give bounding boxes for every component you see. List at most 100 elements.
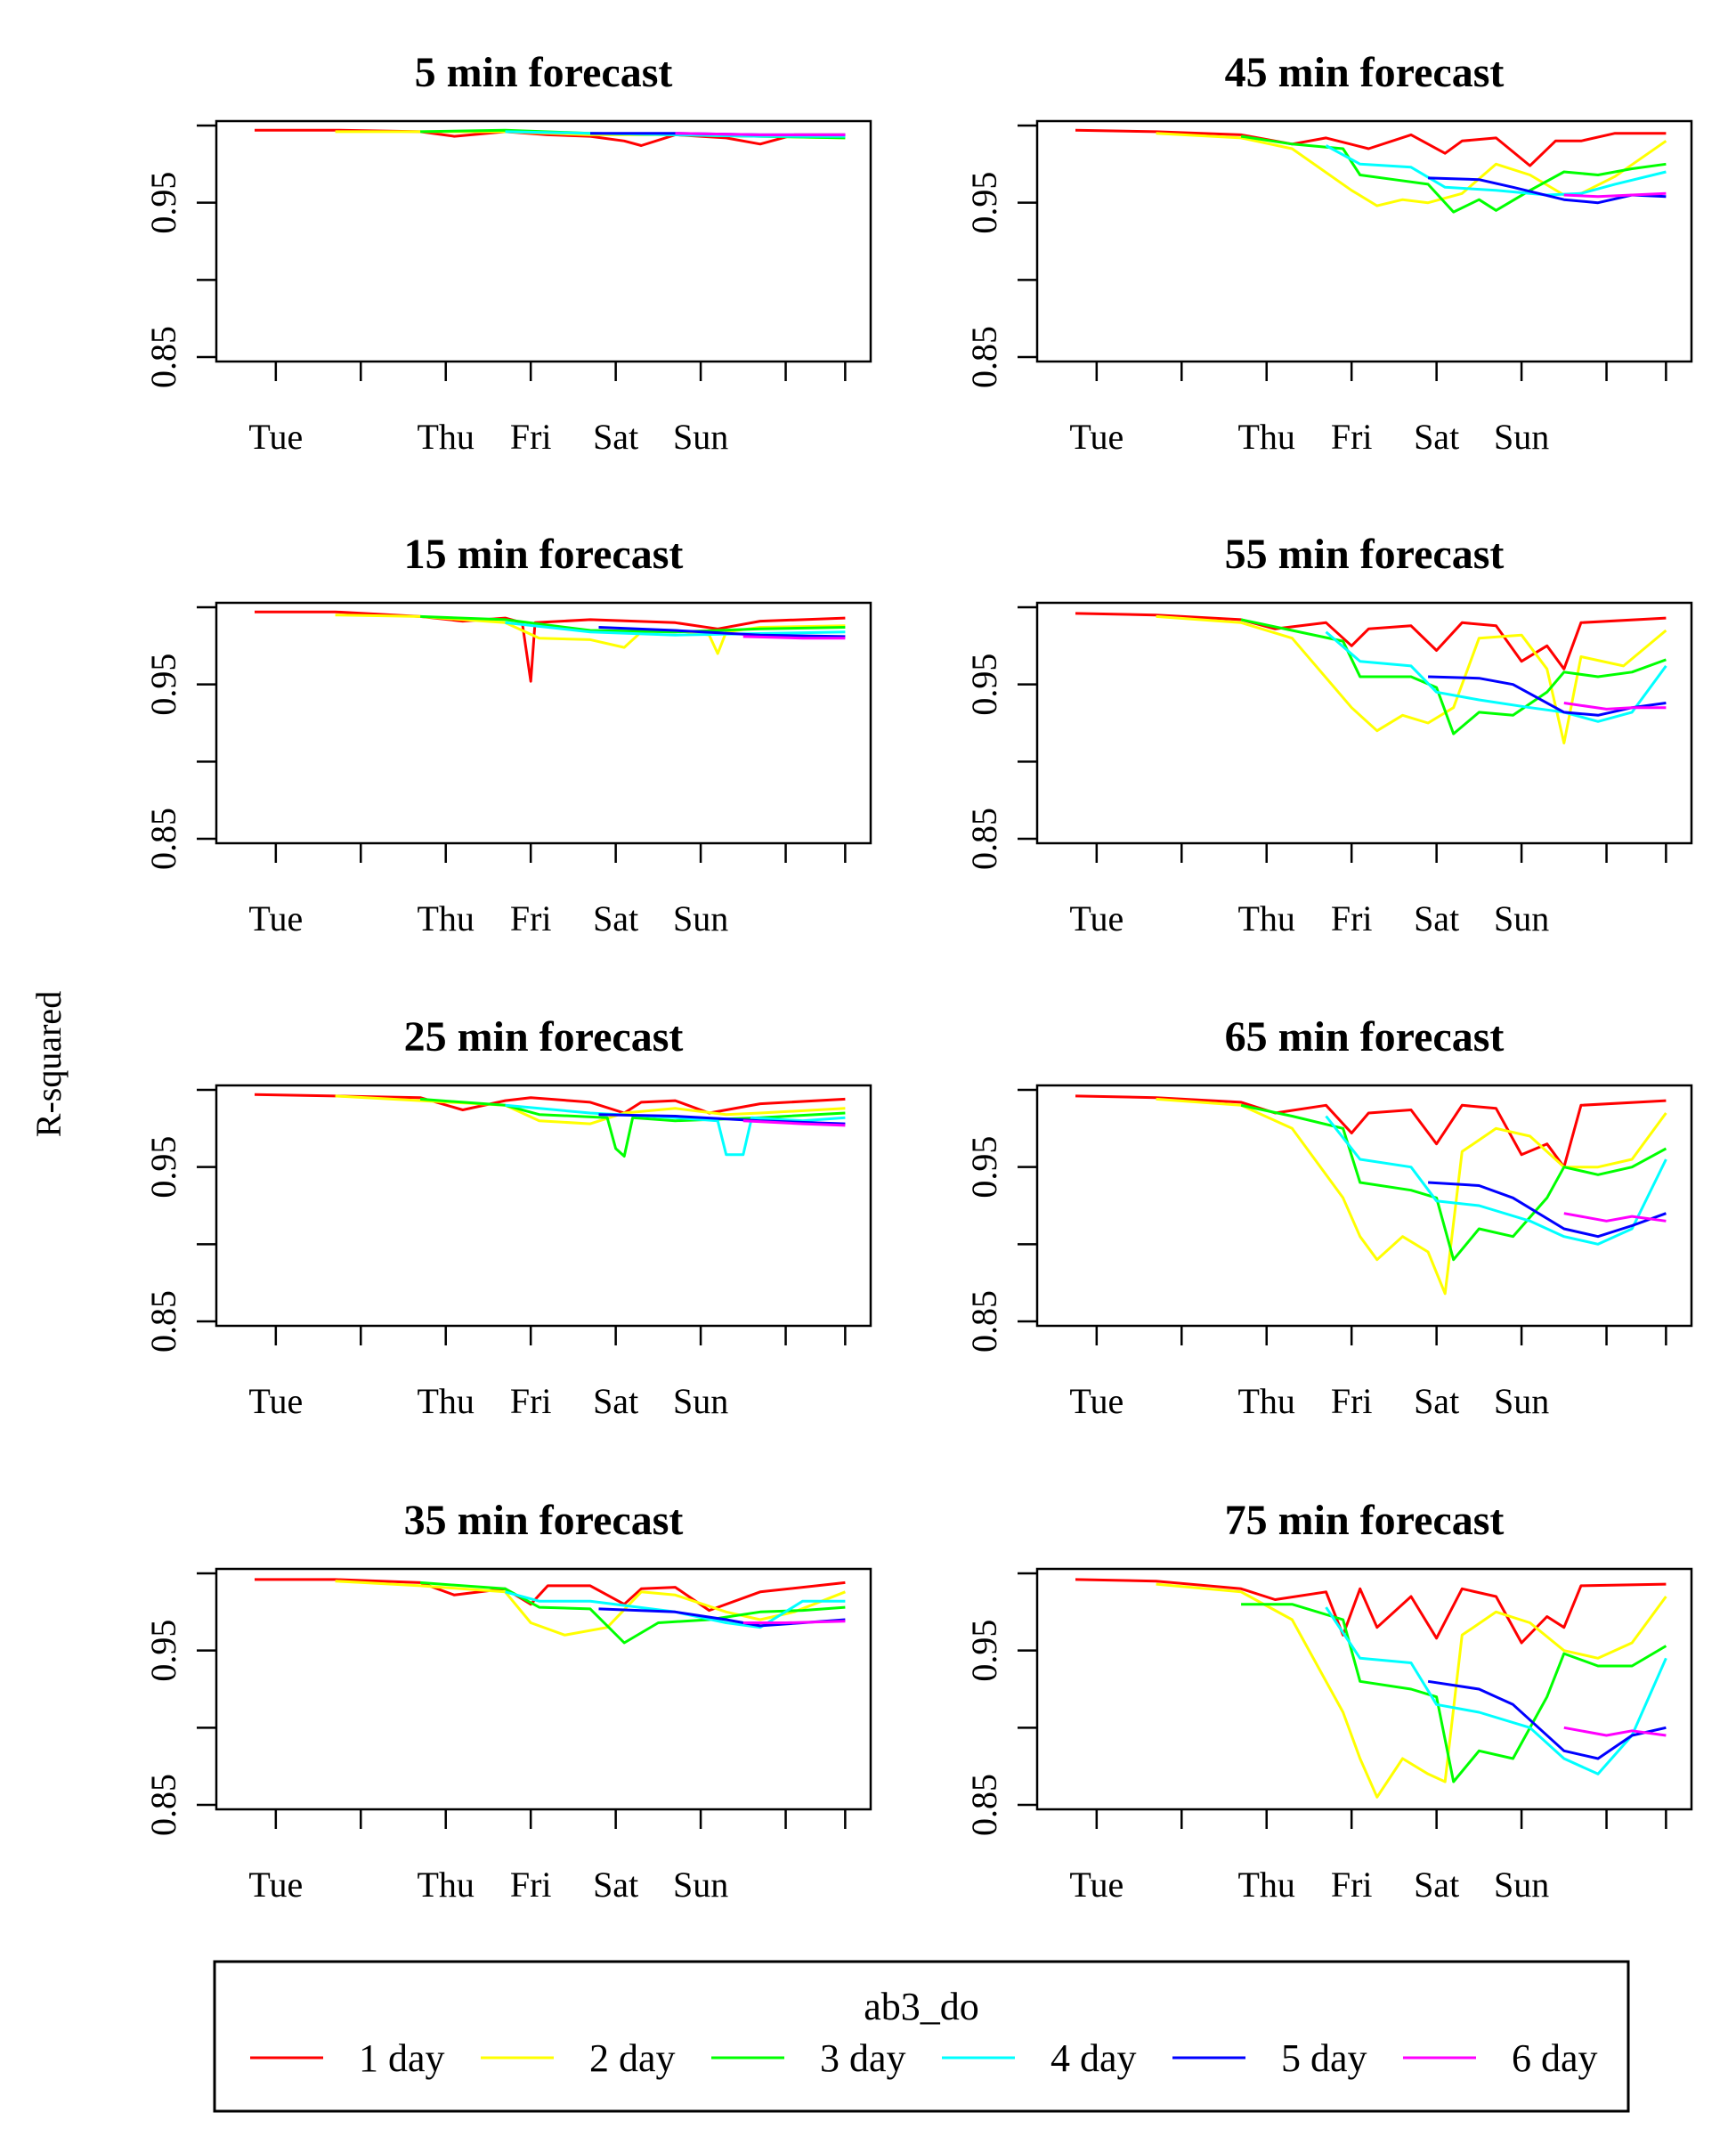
series-line-1-day bbox=[1075, 1094, 1667, 1169]
y-tick-label: 0.85 bbox=[964, 326, 1004, 388]
panel-title: 45 min forecast bbox=[1225, 49, 1505, 96]
panel-15-min-forecast: 15 min forecast 0.85 0.95 Tue Thu Fri Sat Sun bbox=[143, 531, 872, 938]
series-line-3-day bbox=[1240, 1103, 1667, 1262]
panel-title: 75 min forecast bbox=[1225, 1497, 1505, 1544]
series-line-5-day bbox=[1428, 1181, 1667, 1239]
legend-title: ab3_do bbox=[864, 1985, 979, 2028]
legend-box bbox=[213, 1960, 1630, 2113]
series-line-3-day bbox=[419, 1580, 846, 1645]
legend-entry-6-day: 6 day bbox=[1403, 2036, 1598, 2080]
x-tick-label: Tue bbox=[248, 898, 303, 938]
series-line-6-day bbox=[675, 132, 846, 136]
series-line-6-day bbox=[1563, 702, 1667, 711]
x-tick-label: Tue bbox=[1069, 1865, 1124, 1905]
x-tick-label: Fri bbox=[510, 1381, 552, 1421]
panel-title: 55 min forecast bbox=[1225, 531, 1505, 578]
series-line-4-day bbox=[1325, 144, 1667, 197]
series-line-5-day bbox=[598, 626, 846, 638]
x-tick-label: Tue bbox=[248, 417, 303, 457]
panel-title: 35 min forecast bbox=[404, 1497, 684, 1544]
series-line-6-day bbox=[1563, 1726, 1667, 1737]
y-tick-label: 0.95 bbox=[964, 172, 1004, 234]
x-tick-label: Sun bbox=[1494, 417, 1549, 457]
series-line-6-day bbox=[1563, 191, 1667, 199]
y-tick-label: 0.95 bbox=[143, 654, 183, 716]
plot-frame bbox=[1035, 1084, 1693, 1328]
x-tick-label: Tue bbox=[1069, 898, 1124, 938]
legend-entry-1-day: 1 day bbox=[250, 2036, 445, 2080]
panel-45-min-forecast: 45 min forecast 0.85 0.95 Tue Thu Fri Sat Sun bbox=[964, 49, 1693, 457]
y-tick-label: 0.85 bbox=[964, 808, 1004, 870]
series-lines bbox=[1075, 128, 1667, 214]
legend: ab3_do 1 day 2 day 3 day 4 day 5 day 6 day bbox=[213, 1960, 1630, 2113]
y-tick-label: 0.95 bbox=[143, 1620, 183, 1682]
series-lines bbox=[254, 1093, 846, 1158]
series-line-6-day bbox=[742, 1119, 846, 1127]
panel-title: 5 min forecast bbox=[415, 49, 673, 96]
panel-35-min-forecast: 35 min forecast 0.85 0.95 Tue Thu Fri Sat Sun bbox=[143, 1497, 872, 1905]
x-tick-label: Thu bbox=[418, 1381, 475, 1421]
series-line-5-day bbox=[598, 1113, 846, 1125]
series-lines bbox=[1075, 1094, 1667, 1296]
x-tick-label: Sun bbox=[673, 898, 728, 938]
series-line-1-day bbox=[255, 610, 846, 683]
legend-label: 6 day bbox=[1512, 2036, 1598, 2080]
plot-frame bbox=[1035, 1567, 1693, 1811]
series-line-3-day bbox=[1241, 1603, 1667, 1784]
series-line-1-day bbox=[1075, 1578, 1667, 1645]
y-tick-label: 0.95 bbox=[964, 654, 1004, 716]
plot-frame bbox=[215, 601, 872, 845]
x-tick-label: Tue bbox=[1069, 1381, 1124, 1421]
y-tick-label: 0.85 bbox=[143, 1774, 183, 1836]
series-line-4-day bbox=[505, 621, 846, 637]
legend-entry-2-day: 2 day bbox=[481, 2036, 676, 2080]
series-line-3-day bbox=[1240, 134, 1667, 214]
panel-5-min-forecast: 5 min forecast 0.85 0.95 Tue Thu Fri Sat Sun bbox=[143, 49, 872, 457]
y-tick-label: 0.95 bbox=[143, 1136, 183, 1199]
series-line-3-day bbox=[420, 614, 846, 634]
x-tick-label: Fri bbox=[1331, 898, 1373, 938]
x-tick-label: Sun bbox=[673, 1381, 728, 1421]
y-tick-label: 0.95 bbox=[964, 1620, 1004, 1682]
x-tick-label: Sat bbox=[593, 898, 638, 938]
chart-panels: 5 min forecast 0.85 0.95 Tue Thu Fri Sat Sun 45 … bbox=[143, 49, 1693, 1905]
x-tick-label: Sun bbox=[673, 1865, 728, 1905]
x-tick-label: Thu bbox=[418, 1865, 475, 1905]
y-tick-label: 0.85 bbox=[143, 1290, 183, 1353]
panel-title: 15 min forecast bbox=[404, 531, 684, 578]
panel-55-min-forecast: 55 min forecast 0.85 0.95 Tue Thu Fri Sat Sun bbox=[964, 531, 1693, 938]
plot-frame bbox=[215, 119, 872, 363]
panel-title: 25 min forecast bbox=[404, 1013, 684, 1060]
legend-label: 1 day bbox=[359, 2036, 445, 2080]
plot-frame bbox=[215, 1084, 872, 1328]
series-lines bbox=[1075, 1578, 1667, 1799]
x-tick-label: Sat bbox=[593, 417, 638, 457]
legend-entry-4-day: 4 day bbox=[942, 2036, 1137, 2080]
x-tick-label: Thu bbox=[418, 417, 475, 457]
plot-frame bbox=[1035, 119, 1693, 363]
series-line-6-day bbox=[742, 635, 846, 640]
series-line-2-day bbox=[1156, 1097, 1667, 1296]
panel-25-min-forecast: 25 min forecast 0.85 0.95 Tue Thu Fri Sat Sun bbox=[143, 1013, 872, 1421]
x-tick-label: Sat bbox=[593, 1865, 638, 1905]
x-tick-label: Sat bbox=[593, 1381, 638, 1421]
x-tick-label: Tue bbox=[248, 1381, 303, 1421]
series-lines bbox=[255, 610, 846, 683]
x-tick-label: Sun bbox=[1494, 1865, 1549, 1905]
series-line-4-day bbox=[505, 1103, 846, 1157]
series-line-3-day bbox=[1240, 618, 1667, 735]
plot-frame bbox=[215, 1567, 872, 1811]
x-tick-label: Sat bbox=[1414, 1381, 1459, 1421]
x-tick-label: Thu bbox=[1238, 898, 1295, 938]
series-lines bbox=[255, 128, 846, 147]
series-line-6-day bbox=[742, 1620, 846, 1624]
y-tick-label: 0.95 bbox=[964, 1136, 1004, 1199]
y-tick-label: 0.85 bbox=[143, 808, 183, 870]
x-tick-label: Fri bbox=[510, 417, 552, 457]
x-tick-label: Sun bbox=[673, 417, 728, 457]
series-line-1-day bbox=[1075, 128, 1667, 167]
x-tick-label: Sat bbox=[1414, 1865, 1459, 1905]
legend-label: 2 day bbox=[589, 2036, 676, 2080]
x-tick-label: Fri bbox=[510, 1865, 552, 1905]
x-tick-label: Thu bbox=[418, 898, 475, 938]
